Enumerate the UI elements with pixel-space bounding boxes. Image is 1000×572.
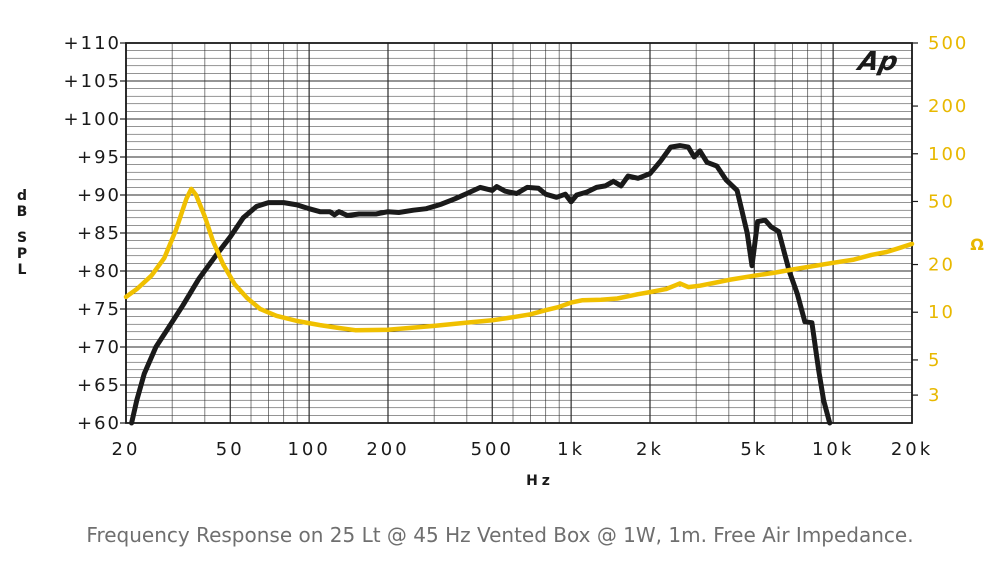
y-tick-label-right: 50 xyxy=(928,191,955,212)
y-tick-label-left: +65 xyxy=(77,375,121,396)
x-tick-label: 2k xyxy=(636,439,664,460)
y-axis-left-title-char: P xyxy=(17,246,27,262)
chart-caption: Frequency Response on 25 Lt @ 45 Hz Vent… xyxy=(86,523,914,547)
y-tick-label-left: +80 xyxy=(77,261,121,282)
x-tick-label: 5k xyxy=(740,439,768,460)
x-tick-label: 200 xyxy=(366,439,409,460)
right-axis-ticks: 500 200 100 50 20 10 5 3 xyxy=(912,33,968,406)
x-tick-label: 100 xyxy=(287,439,330,460)
series-layer xyxy=(123,143,915,426)
y-axis-left-title-char: L xyxy=(18,262,27,278)
impedance-curve xyxy=(123,186,915,333)
y-tick-label-right: 100 xyxy=(928,144,968,165)
x-tick-label: 20k xyxy=(891,439,933,460)
x-tick-label: 500 xyxy=(471,439,514,460)
x-axis-title: Hz xyxy=(526,473,554,489)
left-axis-ticks: +110 +105 +100 +95 +90 +85 +80 +75 +70 +65 +60 xyxy=(64,33,126,434)
x-tick-label: 1k xyxy=(557,439,585,460)
y-tick-label-right: 10 xyxy=(928,302,955,323)
y-tick-label-right: 200 xyxy=(928,96,968,117)
ap-logo: Ap xyxy=(854,47,901,77)
y-tick-label-left: +100 xyxy=(64,109,121,130)
y-tick-label-left: +60 xyxy=(77,413,121,434)
x-axis-ticks: 20 50 100 200 500 1k 2k 5k 10k 20k xyxy=(112,439,933,460)
x-tick-label: 10k xyxy=(812,439,854,460)
y-tick-label-right: 20 xyxy=(928,255,955,276)
ap-logo-text: Ap xyxy=(854,47,901,77)
y-axis-left-title-char: B xyxy=(17,204,28,220)
y-tick-label-left: +75 xyxy=(77,299,121,320)
y-tick-label-left: +70 xyxy=(77,337,121,358)
spl-response-curve xyxy=(129,143,833,426)
y-tick-label-left: +95 xyxy=(77,147,121,168)
y-tick-label-right: 5 xyxy=(928,350,941,371)
y-tick-label-right: 500 xyxy=(928,33,968,54)
y-axis-left-title-char: S xyxy=(17,230,27,246)
y-axis-right-title: Ω xyxy=(970,235,984,254)
y-tick-label-right: 3 xyxy=(928,385,941,406)
y-tick-label-left: +85 xyxy=(77,223,121,244)
x-tick-label: 50 xyxy=(216,439,245,460)
chart-grid xyxy=(125,42,913,424)
y-tick-label-left: +90 xyxy=(77,185,121,206)
y-tick-label-left: +110 xyxy=(64,33,121,54)
y-axis-left-title-char: d xyxy=(17,188,27,204)
x-tick-label: 20 xyxy=(112,439,141,460)
y-tick-label-left: +105 xyxy=(64,71,121,92)
